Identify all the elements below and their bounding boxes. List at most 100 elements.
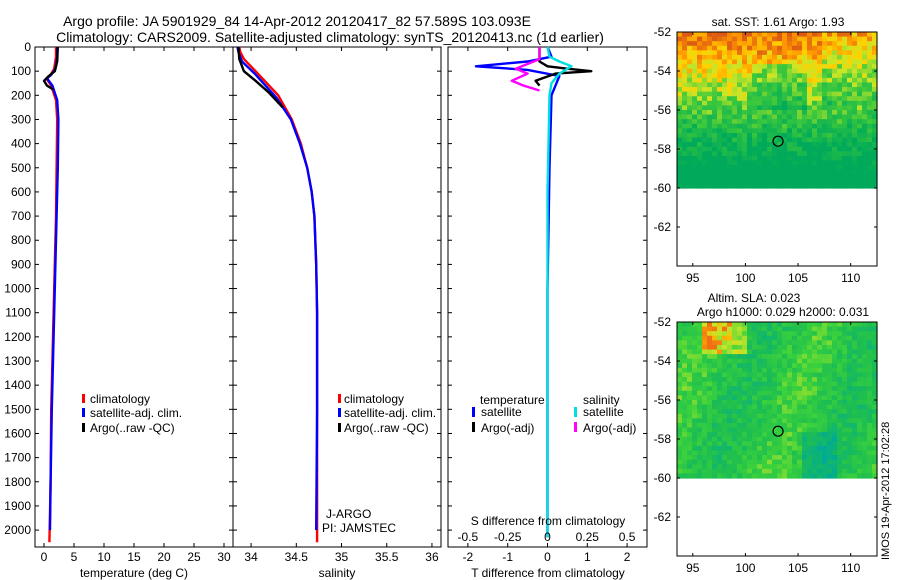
heatmap-cell <box>682 105 688 111</box>
heatmap-cell <box>822 155 828 162</box>
heatmap-cell <box>857 82 863 88</box>
heatmap-cell <box>767 473 773 479</box>
heatmap-cell <box>812 82 818 88</box>
heatmap-cell <box>817 358 823 364</box>
heatmap-cell <box>872 91 878 97</box>
heatmap-cell <box>752 105 758 111</box>
heatmap-cell <box>762 395 768 401</box>
heatmap-cell <box>837 390 843 397</box>
heatmap-cell <box>702 128 708 134</box>
heatmap-cell <box>697 349 703 355</box>
heatmap-cell <box>807 73 813 79</box>
heatmap-cell <box>727 331 733 337</box>
heatmap-cell <box>767 377 773 383</box>
heatmap-cell <box>677 73 683 79</box>
heatmap-cell <box>837 119 843 125</box>
heatmap-cell <box>857 50 863 56</box>
heatmap-cell <box>802 41 808 47</box>
heatmap-cell <box>717 418 723 424</box>
heatmap-cell <box>767 41 773 47</box>
heatmap-cell <box>737 174 743 180</box>
heatmap-cell <box>767 344 773 351</box>
heatmap-cell <box>712 377 718 383</box>
heatmap-cell <box>787 146 793 152</box>
heatmap-cell <box>717 322 723 328</box>
heatmap-cell <box>742 59 748 65</box>
heatmap-cell <box>812 441 818 447</box>
heatmap-cell <box>687 381 693 387</box>
heatmap-cell <box>722 377 728 383</box>
heatmap-cell <box>812 50 818 56</box>
map-x-tick-label: 105 <box>788 561 808 575</box>
heatmap-cell <box>707 418 713 424</box>
heatmap-cell <box>842 100 848 107</box>
heatmap-cell <box>707 151 713 157</box>
heatmap-cell <box>682 468 688 475</box>
heatmap-cell <box>857 400 863 406</box>
heatmap-cell <box>697 450 703 456</box>
heatmap-cell <box>692 59 698 65</box>
heatmap-cell <box>842 427 848 433</box>
heatmap-cell <box>772 459 778 465</box>
heatmap-cell <box>757 105 763 111</box>
heatmap-cell <box>782 432 788 438</box>
heatmap-cell <box>697 372 703 378</box>
heatmap-cell <box>752 50 758 56</box>
heatmap-cell <box>842 110 848 116</box>
heatmap-cell <box>872 151 878 157</box>
heatmap-cell <box>827 146 833 152</box>
heatmap-cell <box>737 372 743 378</box>
heatmap-cell <box>802 322 808 328</box>
heatmap-cell <box>697 178 703 185</box>
heatmap-cell <box>747 363 753 369</box>
heatmap-cell <box>782 114 788 120</box>
heatmap-cell <box>697 413 703 419</box>
heatmap-cell <box>867 146 873 152</box>
heatmap-cell <box>712 363 718 369</box>
heatmap-cell <box>867 340 873 346</box>
legend-swatch-climatology <box>82 394 85 403</box>
heatmap-cell <box>717 400 723 406</box>
heatmap-cell <box>727 473 733 479</box>
heatmap-cell <box>847 367 853 374</box>
heatmap-cell <box>777 386 783 392</box>
heatmap-cell <box>787 404 793 410</box>
heatmap-cell <box>787 59 793 65</box>
heatmap-cell <box>732 142 738 148</box>
heatmap-cell <box>787 468 793 475</box>
heatmap-cell <box>742 123 748 129</box>
heatmap-cell <box>862 96 868 102</box>
heatmap-cell <box>792 114 798 120</box>
heatmap-cell <box>797 128 803 134</box>
heatmap-cell <box>702 432 708 438</box>
y-tick-label: 400 <box>11 137 31 151</box>
heatmap-cell <box>787 335 793 341</box>
heatmap-cell <box>737 349 743 355</box>
heatmap-cell <box>847 395 853 401</box>
heatmap-cell <box>867 427 873 433</box>
heatmap-cell <box>832 413 838 419</box>
heatmap-cell <box>817 165 823 171</box>
heatmap-cell <box>802 132 808 139</box>
heatmap-cell <box>722 155 728 162</box>
heatmap-cell <box>827 340 833 346</box>
heatmap-cell <box>872 349 878 355</box>
heatmap-cell <box>857 404 863 410</box>
heatmap-cell <box>837 450 843 456</box>
heatmap-cell <box>727 160 733 166</box>
heatmap-cell <box>727 400 733 406</box>
heatmap-cell <box>827 132 833 139</box>
heatmap-cell <box>782 36 788 42</box>
heatmap-cell <box>807 100 813 107</box>
heatmap-cell <box>842 340 848 346</box>
heatmap-cell <box>727 178 733 185</box>
heatmap-cell <box>842 87 848 93</box>
heatmap-cell <box>757 335 763 341</box>
heatmap-cell <box>697 160 703 166</box>
heatmap-cell <box>702 468 708 475</box>
heatmap-cell <box>792 91 798 97</box>
heatmap-cell <box>752 377 758 383</box>
heatmap-cell <box>852 395 858 401</box>
heatmap-cell <box>847 119 853 125</box>
heatmap-cell <box>837 137 843 143</box>
